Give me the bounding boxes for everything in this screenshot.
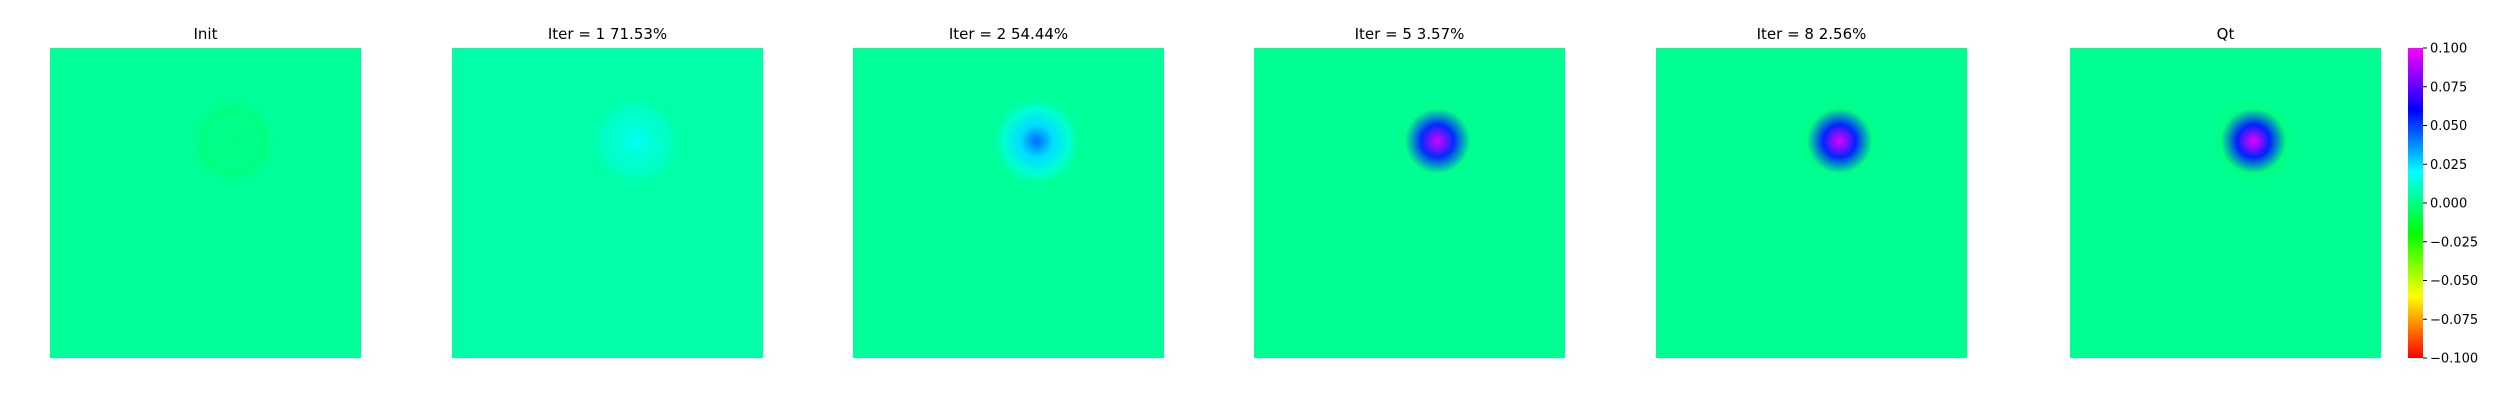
colorbar-gradient (2408, 48, 2423, 358)
panel-1: Init (50, 25, 361, 358)
colorbar-tick-label: 0.100 (2430, 42, 2467, 57)
heatmap-blob (1656, 48, 1967, 358)
panel-title: Iter = 2 54.44% (949, 25, 1068, 43)
heatmap-blob (2070, 48, 2381, 358)
panel-3: Iter = 2 54.44% (853, 25, 1164, 358)
panel-4: Iter = 5 3.57% (1254, 25, 1565, 358)
colorbar-tick-label: −0.025 (2430, 235, 2478, 250)
colorbar-tick-label: −0.075 (2430, 313, 2478, 328)
colorbar: 0.100 0.075 0.050 0.025 0.000 −0.025 −0.050 −0.… (2408, 42, 2478, 367)
heatmap-blob (50, 48, 361, 358)
colorbar-tick-label: −0.100 (2430, 352, 2478, 367)
panel-5: Iter = 8 2.56% (1656, 25, 1967, 358)
colorbar-tick-label: 0.050 (2430, 119, 2467, 134)
panel-title: Iter = 1 71.53% (548, 25, 667, 43)
heatmap-blob (853, 48, 1164, 358)
heatmap-blob (452, 48, 763, 358)
colorbar-tick-label: 0.000 (2430, 197, 2467, 212)
panels: Init Iter = 1 71.53% Iter = 2 54.44% Iter =… (50, 25, 2381, 358)
colorbar-tick-label: 0.075 (2430, 80, 2467, 95)
panel-2: Iter = 1 71.53% (452, 25, 763, 358)
panel-title: Iter = 5 3.57% (1355, 25, 1465, 43)
panel-title: Init (194, 25, 218, 43)
panel-title: Qt (2217, 25, 2235, 43)
colorbar-tick-label: 0.025 (2430, 158, 2467, 173)
panel-title: Iter = 8 2.56% (1757, 25, 1867, 43)
colorbar-tick-label: −0.050 (2430, 274, 2478, 289)
panel-6: Qt (2070, 25, 2381, 358)
heatmap-blob (1254, 48, 1565, 358)
